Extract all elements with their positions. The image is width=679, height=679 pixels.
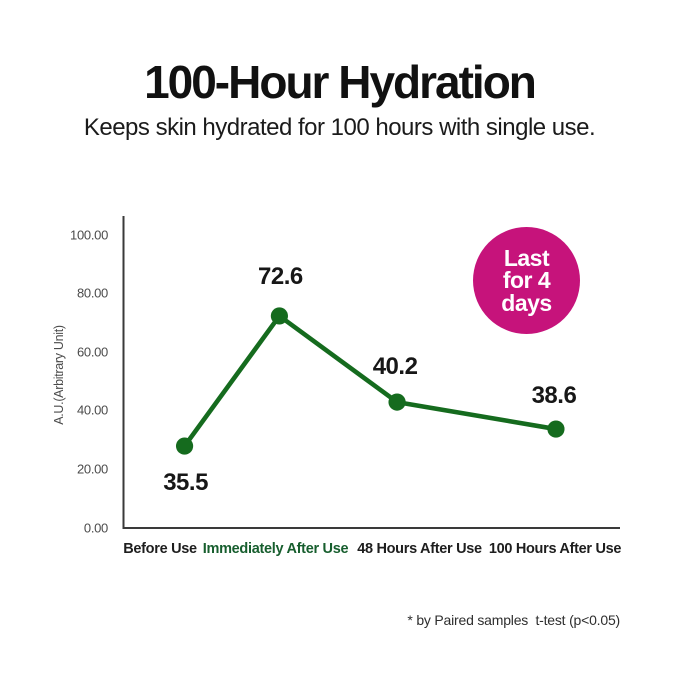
data-point xyxy=(175,437,194,455)
x-category-label: 100 Hours After Use xyxy=(488,541,622,557)
y-tick-label: 60.00 xyxy=(76,344,108,360)
page-subtitle: Keeps skin hydrated for 100 hours with s… xyxy=(83,114,596,141)
x-category-label: 48 Hours After Use xyxy=(357,541,482,557)
last-for-4-days-badge: Last for 4 days xyxy=(473,227,580,334)
badge-line-1: Last xyxy=(503,244,550,271)
data-point xyxy=(270,307,289,325)
point-value-label: 40.2 xyxy=(372,353,418,381)
point-value-label: 38.6 xyxy=(531,382,577,410)
x-category-label: Immediately After Use xyxy=(202,541,349,557)
point-value-label: 35.5 xyxy=(163,469,208,497)
data-point xyxy=(388,393,406,411)
data-point xyxy=(547,420,565,438)
x-category-label: Before Use xyxy=(123,541,197,557)
point-value-label: 72.6 xyxy=(258,262,303,290)
y-tick-label: 0.00 xyxy=(83,520,108,535)
y-tick-label: 20.00 xyxy=(76,461,108,477)
badge-line-2: for 4 xyxy=(502,267,551,294)
y-axis-label: A.U.(Arbitrary Unit) xyxy=(52,325,66,425)
y-tick-label: 40.00 xyxy=(76,402,108,418)
y-tick-label: 100.00 xyxy=(70,227,108,242)
page-title: 100-Hour Hydration xyxy=(144,56,537,108)
badge-line-3: days xyxy=(501,289,552,316)
y-tick-label: 80.00 xyxy=(76,285,108,301)
statistics-footnote: * by Paired samples t-test (p<0.05) xyxy=(407,612,620,628)
series-line xyxy=(182,313,559,449)
